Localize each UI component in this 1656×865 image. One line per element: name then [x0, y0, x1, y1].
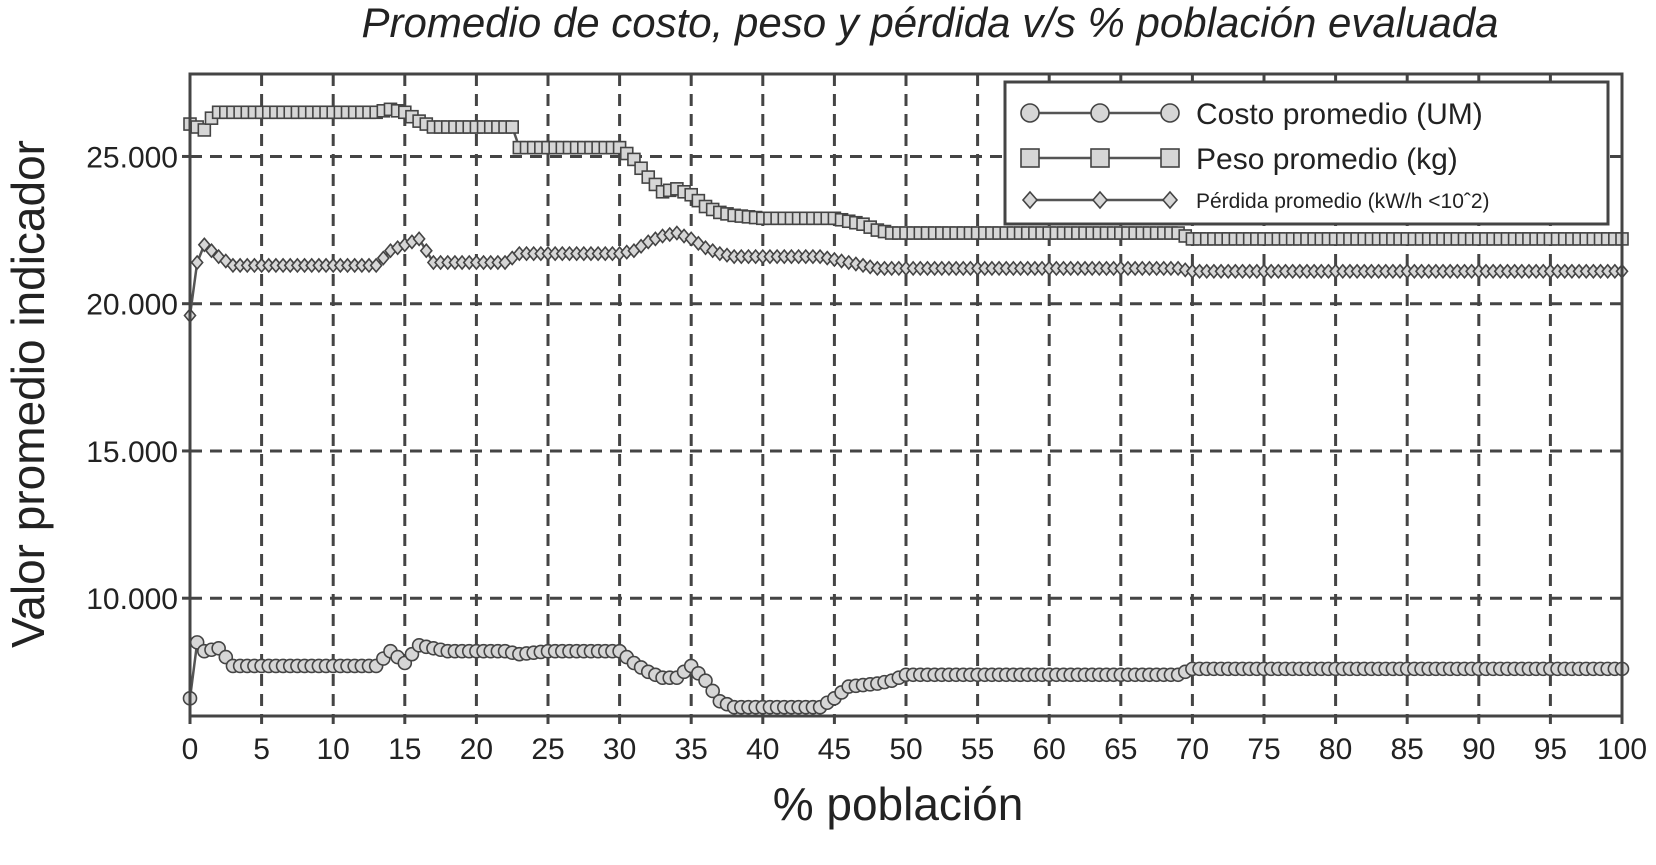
marker-perdida-45.5	[835, 253, 849, 269]
marker-peso-1.0	[197, 123, 212, 137]
legend-marker-circle-1	[1020, 103, 1040, 123]
x-tick-label-95: 95	[1534, 733, 1567, 766]
legend-marker-diamond-3	[1161, 190, 1179, 210]
legend-item-peso: Peso promedio (kg)	[1020, 143, 1458, 176]
legend: Costo promedio (UM) Peso promedio (kg) P…	[1003, 80, 1610, 226]
x-tick-label-60: 60	[1033, 733, 1066, 766]
legend-label-perdida: Pérdida promedio (kW/h <10ˆ2)	[1196, 190, 1490, 213]
x-tick-label-90: 90	[1462, 733, 1495, 766]
x-tick-label-15: 15	[388, 733, 421, 766]
x-tick-label-65: 65	[1104, 733, 1137, 766]
plot-area-frame	[188, 72, 1624, 718]
legend-marker-square-3	[1160, 148, 1180, 168]
legend-item-costo: Costo promedio (UM)	[1020, 98, 1483, 131]
marker-perdida-16.0	[412, 231, 426, 247]
legend-marker-square-1	[1020, 148, 1040, 168]
x-tick-label-35: 35	[675, 733, 708, 766]
marker-perdida-1.5	[204, 242, 219, 259]
y-tick-label-20000: 20.000	[86, 289, 178, 322]
x-tick-label-10: 10	[317, 733, 350, 766]
x-tick-label-40: 40	[746, 733, 779, 766]
marker-perdida-37.5	[720, 247, 734, 263]
axis-ticks: 0 5 10 15 20 25 30 35 40 45 50 55 60 65 70 75 80 85 90 95 10…	[86, 141, 1647, 766]
series-costo	[182, 635, 1630, 715]
marker-perdida-16.5	[419, 242, 433, 259]
legend-label-costo: Costo promedio (UM)	[1196, 98, 1483, 131]
legend-label-peso: Peso promedio (kg)	[1196, 143, 1458, 176]
marker-peso-22.5	[505, 120, 520, 134]
marker-perdida-0.5	[190, 254, 204, 271]
marker-perdida-46.5	[849, 256, 863, 272]
marker-perdida-47.5	[863, 259, 877, 275]
x-tick-label-0: 0	[182, 733, 199, 766]
x-tick-label-5: 5	[253, 733, 270, 766]
legend-marker-square-2	[1090, 148, 1110, 168]
x-axis-title: % población	[773, 778, 1024, 830]
marker-perdida-13.0	[369, 257, 383, 274]
marker-costo-36.0	[698, 673, 713, 688]
chart-title: Promedio de costo, peso y pérdida v/s % …	[361, 0, 1498, 46]
x-tick-label-70: 70	[1176, 733, 1209, 766]
x-tick-label-20: 20	[460, 733, 493, 766]
legend-marker-circle-2	[1090, 103, 1110, 123]
legend-marker-diamond-2	[1091, 190, 1109, 210]
legend-marker-circle-3	[1160, 103, 1180, 123]
marker-perdida-13.5	[376, 250, 390, 266]
x-tick-label-45: 45	[818, 733, 851, 766]
x-tick-label-75: 75	[1247, 733, 1280, 766]
marker-costo-36.5	[705, 683, 720, 699]
legend-marker-diamond-1	[1021, 190, 1039, 210]
y-axis-title: Valor promedio indicador	[2, 140, 54, 648]
x-tick-label-25: 25	[531, 733, 564, 766]
marker-perdida-69.0	[1171, 260, 1185, 277]
series-peso	[183, 102, 1629, 246]
x-tick-label-85: 85	[1391, 733, 1424, 766]
x-tick-label-55: 55	[961, 733, 994, 766]
x-tick-label-100: 100	[1597, 733, 1647, 766]
legend-item-perdida: Pérdida promedio (kW/h <10ˆ2)	[1021, 190, 1490, 213]
series-perdida	[183, 225, 1629, 324]
marker-perdida-34.0	[670, 225, 684, 241]
y-tick-label-10000: 10.000	[86, 583, 178, 616]
marker-perdida-2.5	[219, 253, 233, 269]
x-tick-label-50: 50	[889, 733, 922, 766]
y-tick-label-25000: 25.000	[86, 141, 178, 174]
series-layer	[182, 102, 1630, 715]
marker-perdida-35.5	[691, 235, 705, 252]
x-tick-label-80: 80	[1319, 733, 1352, 766]
marker-perdida-1.0	[197, 237, 211, 253]
marker-perdida-44.5	[820, 250, 834, 266]
x-tick-label-30: 30	[603, 733, 636, 766]
y-tick-label-15000: 15.000	[86, 436, 178, 469]
